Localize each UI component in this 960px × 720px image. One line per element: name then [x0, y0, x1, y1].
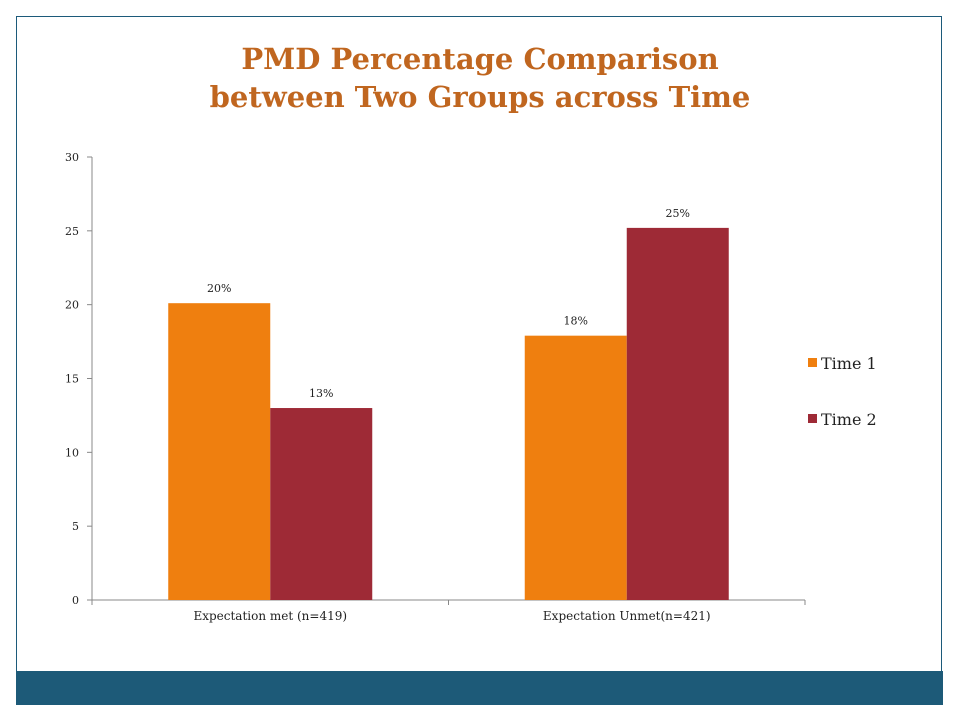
y-tick-label: 0 — [72, 594, 79, 607]
x-tick-label: Expectation met (n=419) — [193, 609, 347, 623]
data-label: 18% — [564, 315, 588, 328]
data-label: 25% — [666, 207, 690, 220]
y-tick-label: 15 — [65, 373, 79, 386]
legend-label: Time 1 — [821, 354, 877, 373]
x-tick-label: Expectation Unmet(n=421) — [543, 609, 711, 623]
legend-swatch — [808, 414, 817, 423]
y-tick-label: 25 — [65, 225, 79, 238]
y-tick-label: 5 — [72, 520, 79, 533]
y-tick-label: 10 — [65, 446, 79, 459]
y-tick-label: 20 — [65, 299, 79, 312]
bar — [168, 303, 271, 600]
data-label: 20% — [207, 282, 231, 295]
chart-title: PMD Percentage Comparison between Two Gr… — [0, 40, 960, 116]
chart-title-line-2: between Two Groups across Time — [209, 80, 751, 114]
data-label: 13% — [309, 387, 333, 400]
bar — [524, 335, 627, 600]
bar — [626, 227, 729, 600]
chart-title-line-1: PMD Percentage Comparison — [241, 42, 719, 76]
legend-label: Time 2 — [821, 410, 877, 429]
footer-band — [16, 671, 943, 705]
legend-swatch — [808, 358, 817, 367]
bar — [270, 408, 373, 600]
y-tick-label: 30 — [65, 151, 79, 164]
